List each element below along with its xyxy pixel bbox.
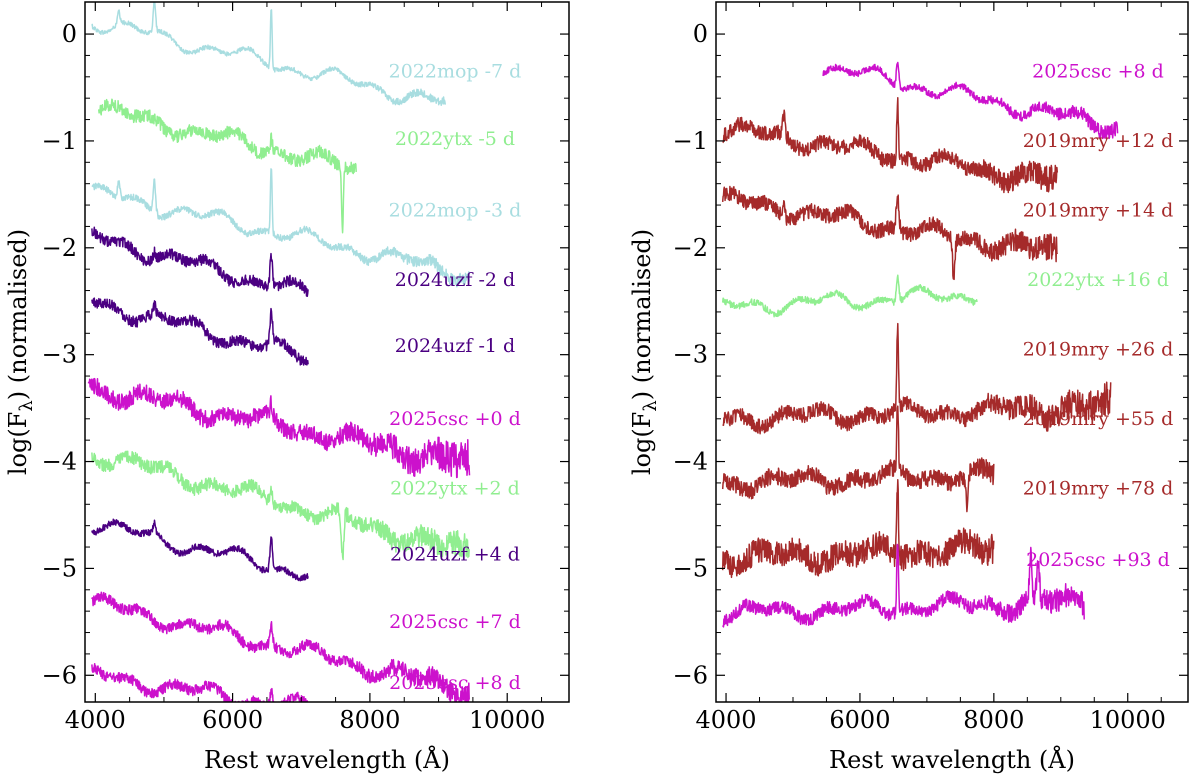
spectrum-label: 2025csc +7 d <box>389 611 521 633</box>
y-tick-label: −1 <box>42 127 77 155</box>
spectrum-label: 2025csc +8 d <box>389 672 521 694</box>
spectrum-line-2025csc-93-d <box>722 543 1085 628</box>
right-ylabel-suffix: ) (normalised) <box>628 229 656 400</box>
left-plot-frame <box>84 1 570 703</box>
y-tick-label: −5 <box>42 554 77 582</box>
spectrum-label: 2025csc +93 d <box>1026 549 1170 571</box>
left-ticks-group: 4000 6000 8000 10000 0 −1 −2 −3 −4 −5 −6 <box>42 2 569 734</box>
x-tick-label: 4000 <box>65 706 126 734</box>
y-tick-label: −4 <box>673 448 708 476</box>
y-tick-label: −4 <box>42 448 77 476</box>
right-labels-group: 2025csc +8 d 2019mry +12 d 2019mry +14 d 20… <box>1023 60 1174 570</box>
spectrum-line-2019mry-12-d <box>722 97 1059 194</box>
y-tick-label: −5 <box>673 554 708 582</box>
y-tick-label: −2 <box>673 234 708 262</box>
right-plot-frame <box>715 1 1189 703</box>
spectrum-line-2019mry-14-d <box>721 185 1058 281</box>
y-tick-label: −3 <box>42 341 77 369</box>
spectrum-line-2019mry-78-d <box>721 479 995 579</box>
x-tick-label: 10000 <box>1090 706 1166 734</box>
spectrum-line-2022mop-7-d <box>91 2 447 106</box>
left-labels-group: 2022mop -7 d 2022ytx -5 d 2022mop -3 d 2024… <box>389 60 522 693</box>
right-ylabel-subscript: λ <box>640 400 661 411</box>
spectrum-line-2024uzf-4-d <box>91 518 309 582</box>
x-tick-label: 6000 <box>829 706 890 734</box>
right-ylabel: log(Fλ) (normalised) <box>628 229 661 475</box>
spectrum-line-2024uzf-2-d <box>91 226 309 298</box>
spectrum-label: 2022mop -7 d <box>389 60 522 82</box>
spectrum-line-2022ytx-5-d <box>97 98 357 234</box>
spectrum-label: 2019mry +12 d <box>1023 130 1174 152</box>
left-ylabel-suffix: ) (normalised) <box>4 229 32 400</box>
spectrum-label: 2019mry +14 d <box>1023 199 1174 221</box>
spectrum-line-2025csc-8-d <box>91 662 311 702</box>
x-tick-label: 4000 <box>696 706 757 734</box>
right-ticks-group: 4000 6000 8000 10000 0 −1 −2 −3 −4 −5 −6 <box>673 2 1188 734</box>
left-xlabel: Rest wavelength (Å) <box>204 745 450 774</box>
spectrum-label: 2019mry +55 d <box>1023 408 1174 430</box>
spectrum-line-2022ytx-2-d <box>91 450 470 561</box>
spectrum-label: 2022ytx +16 d <box>1027 269 1169 291</box>
spectrum-label: 2022ytx +2 d <box>390 477 520 499</box>
left-ylabel-subscript: λ <box>16 400 37 411</box>
spectrum-line-2022mop-3-d <box>91 168 470 288</box>
right-ylabel-prefix: log(F <box>628 412 656 476</box>
spectrum-label: 2019mry +26 d <box>1023 338 1174 360</box>
y-tick-label: −2 <box>42 234 77 262</box>
y-tick-label: −6 <box>673 661 708 689</box>
spectrum-line-2025csc-0-d <box>87 377 471 479</box>
left-panel: 2022mop -7 d 2022ytx -5 d 2022mop -3 d 2024… <box>4 1 570 774</box>
spectrum-label: 2024uzf -2 d <box>395 269 515 291</box>
right-panel: 2025csc +8 d 2019mry +12 d 2019mry +14 d 20… <box>628 1 1189 774</box>
y-tick-label: −3 <box>673 341 708 369</box>
spectrum-line-2019mry-55-d <box>721 405 995 513</box>
spectrum-label: 2019mry +78 d <box>1023 477 1174 499</box>
left-ylabel: log(Fλ) (normalised) <box>4 229 37 475</box>
right-xlabel: Rest wavelength (Å) <box>829 745 1075 774</box>
spectrum-label: 2022mop -3 d <box>389 199 522 221</box>
x-tick-label: 10000 <box>469 706 545 734</box>
y-tick-label: −1 <box>673 127 708 155</box>
right-series-group <box>721 61 1119 628</box>
spectrum-label: 2024uzf +4 d <box>390 544 520 566</box>
spectrum-label: 2022ytx -5 d <box>395 128 515 150</box>
spectrum-label: 2025csc +0 d <box>389 408 521 430</box>
spectrum-label: 2024uzf -1 d <box>395 335 515 357</box>
spectrum-line-2025csc-8-d <box>822 61 1119 140</box>
spectrum-line-2025csc-7-d <box>91 591 470 702</box>
spectrum-line-2022ytx-16-d <box>721 274 978 318</box>
y-tick-label: 0 <box>62 20 77 48</box>
x-tick-label: 8000 <box>963 706 1024 734</box>
spectrum-line-2024uzf-1-d <box>91 297 309 366</box>
x-tick-label: 6000 <box>202 706 263 734</box>
left-ylabel-prefix: log(F <box>4 412 32 476</box>
y-tick-label: −6 <box>42 661 77 689</box>
x-tick-label: 8000 <box>339 706 400 734</box>
left-series-group <box>87 2 471 702</box>
spectrum-line-2019mry-26-d <box>722 322 1112 435</box>
spectrum-label: 2025csc +8 d <box>1032 60 1164 82</box>
y-tick-label: 0 <box>693 20 708 48</box>
